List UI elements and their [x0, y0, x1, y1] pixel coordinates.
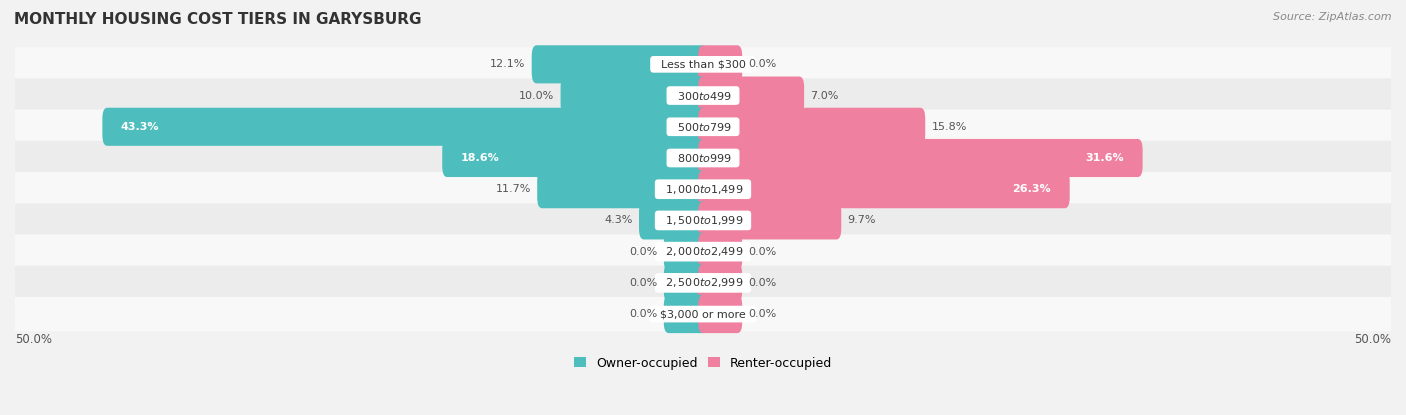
FancyBboxPatch shape: [14, 234, 1392, 269]
Text: $3,000 or more: $3,000 or more: [654, 309, 752, 319]
Text: 4.3%: 4.3%: [605, 215, 633, 225]
Text: 0.0%: 0.0%: [748, 278, 776, 288]
FancyBboxPatch shape: [699, 201, 841, 239]
FancyBboxPatch shape: [14, 47, 1392, 81]
FancyBboxPatch shape: [699, 232, 742, 271]
Text: 9.7%: 9.7%: [848, 215, 876, 225]
Text: 0.0%: 0.0%: [748, 309, 776, 319]
FancyBboxPatch shape: [14, 266, 1392, 300]
Text: 11.7%: 11.7%: [496, 184, 531, 194]
Text: 0.0%: 0.0%: [748, 59, 776, 69]
Text: Source: ZipAtlas.com: Source: ZipAtlas.com: [1274, 12, 1392, 22]
Text: 15.8%: 15.8%: [931, 122, 967, 132]
FancyBboxPatch shape: [103, 108, 707, 146]
Text: MONTHLY HOUSING COST TIERS IN GARYSBURG: MONTHLY HOUSING COST TIERS IN GARYSBURG: [14, 12, 422, 27]
FancyBboxPatch shape: [664, 232, 707, 271]
Text: 43.3%: 43.3%: [121, 122, 159, 132]
Text: 0.0%: 0.0%: [748, 247, 776, 256]
FancyBboxPatch shape: [14, 297, 1392, 331]
Text: $2,000 to $2,499: $2,000 to $2,499: [658, 245, 748, 258]
FancyBboxPatch shape: [14, 172, 1392, 206]
FancyBboxPatch shape: [14, 203, 1392, 238]
Text: 0.0%: 0.0%: [630, 247, 658, 256]
Text: $800 to $999: $800 to $999: [669, 152, 737, 164]
FancyBboxPatch shape: [699, 170, 1070, 208]
Text: 50.0%: 50.0%: [15, 333, 52, 347]
Text: 50.0%: 50.0%: [1354, 333, 1391, 347]
Text: $500 to $799: $500 to $799: [669, 121, 737, 133]
FancyBboxPatch shape: [699, 264, 742, 302]
Text: 31.6%: 31.6%: [1085, 153, 1123, 163]
FancyBboxPatch shape: [699, 139, 1143, 177]
FancyBboxPatch shape: [664, 295, 707, 333]
FancyBboxPatch shape: [537, 170, 707, 208]
FancyBboxPatch shape: [14, 141, 1392, 175]
Text: $1,000 to $1,499: $1,000 to $1,499: [658, 183, 748, 196]
Text: $1,500 to $1,999: $1,500 to $1,999: [658, 214, 748, 227]
Text: 18.6%: 18.6%: [461, 153, 499, 163]
FancyBboxPatch shape: [14, 110, 1392, 144]
FancyBboxPatch shape: [561, 76, 707, 115]
Text: $300 to $499: $300 to $499: [669, 90, 737, 102]
Text: 26.3%: 26.3%: [1012, 184, 1052, 194]
FancyBboxPatch shape: [699, 45, 742, 83]
Text: 7.0%: 7.0%: [810, 90, 839, 100]
FancyBboxPatch shape: [638, 201, 707, 239]
Text: 10.0%: 10.0%: [519, 90, 554, 100]
FancyBboxPatch shape: [699, 76, 804, 115]
FancyBboxPatch shape: [699, 108, 925, 146]
Text: 0.0%: 0.0%: [630, 278, 658, 288]
FancyBboxPatch shape: [14, 78, 1392, 113]
Legend: Owner-occupied, Renter-occupied: Owner-occupied, Renter-occupied: [568, 352, 838, 375]
FancyBboxPatch shape: [443, 139, 707, 177]
Text: $2,500 to $2,999: $2,500 to $2,999: [658, 276, 748, 289]
Text: Less than $300: Less than $300: [654, 59, 752, 69]
FancyBboxPatch shape: [699, 295, 742, 333]
Text: 12.1%: 12.1%: [491, 59, 526, 69]
Text: 0.0%: 0.0%: [630, 309, 658, 319]
FancyBboxPatch shape: [664, 264, 707, 302]
FancyBboxPatch shape: [531, 45, 707, 83]
